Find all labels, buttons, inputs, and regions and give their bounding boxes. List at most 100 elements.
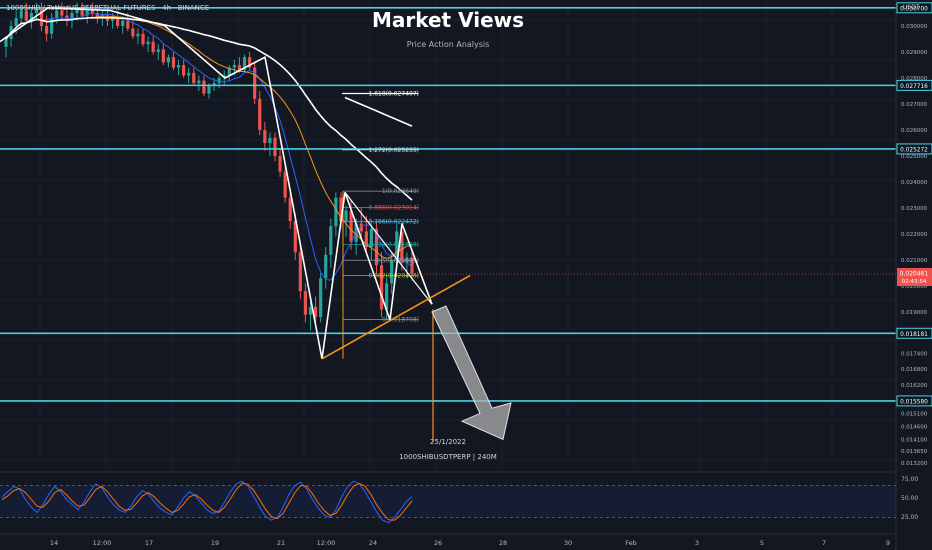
y-tick-label: 0.021000 — [901, 258, 928, 264]
candle-body — [410, 257, 414, 273]
candle-body — [45, 26, 49, 34]
y-tick-label: 0.023000 — [901, 206, 928, 212]
candle-body — [374, 228, 379, 266]
x-tick-label: 12:00 — [93, 539, 112, 547]
candle-body — [248, 57, 252, 68]
candle — [156, 44, 160, 60]
candle — [308, 301, 313, 331]
candle — [227, 65, 231, 81]
candle-body — [126, 20, 130, 29]
level-tag — [896, 395, 932, 407]
x-tick-label: Feb — [625, 539, 637, 547]
candle — [146, 36, 150, 52]
candle — [136, 28, 140, 45]
slow-ma-projection — [344, 96, 413, 127]
candle-body — [288, 197, 292, 221]
candle-body — [171, 57, 176, 68]
fib-label: 1(0.023649) — [382, 188, 419, 195]
candle-body — [55, 10, 59, 19]
y-tick-label: 0.013200 — [901, 461, 928, 467]
candle-body — [146, 41, 150, 45]
candle-body — [121, 20, 125, 26]
level-tag-label: 0.025272 — [900, 147, 928, 153]
y-tick-label: 0.016800 — [901, 367, 928, 373]
candle — [50, 13, 54, 39]
candle-body — [298, 252, 302, 292]
candle — [19, 5, 23, 26]
candle-body — [303, 291, 308, 315]
date-label: 25/1/2022 — [430, 438, 466, 446]
candle-body — [390, 260, 394, 284]
stoch-band — [0, 485, 896, 518]
candle — [248, 52, 252, 71]
candle-body — [14, 18, 18, 26]
candle-body — [364, 231, 368, 247]
candle-body — [182, 65, 186, 76]
candle — [34, 2, 39, 21]
y-tick-label: 0.017400 — [901, 352, 928, 358]
x-tick-label: 7 — [822, 539, 826, 547]
candle-body — [359, 223, 363, 232]
candle-body — [400, 231, 404, 263]
x-tick-label: 14 — [50, 539, 58, 547]
time-axis: 14 12:00 17 19 21 12:00 24 26 28 30 Feb 3 5 7 9 — [0, 533, 896, 547]
fib-label: 0.618(0.021588) — [369, 242, 420, 249]
candle — [258, 91, 262, 136]
candle-body — [329, 226, 333, 255]
candle-body — [395, 231, 399, 260]
unit-label: USDT — [903, 4, 920, 11]
candle-body — [50, 18, 54, 34]
candle-body — [90, 10, 94, 13]
candle-body — [141, 33, 145, 45]
candle-body — [161, 49, 165, 63]
candle — [390, 252, 394, 294]
candle-body — [232, 65, 236, 68]
candle-body — [242, 57, 247, 71]
x-tick-label: 21 — [277, 539, 285, 547]
candle — [334, 192, 338, 237]
level-tag-label: 0.018181 — [900, 332, 928, 338]
y-tick-label: 0.022000 — [901, 232, 928, 238]
candle-body — [116, 18, 120, 26]
stoch-k-line — [1, 480, 413, 524]
y-tick-label: 0.026000 — [901, 128, 928, 134]
candle-body — [263, 130, 267, 143]
candle — [187, 67, 191, 84]
x-tick-label: 24 — [369, 539, 377, 547]
candle — [288, 189, 292, 229]
candle-body — [283, 171, 287, 198]
candle — [176, 59, 181, 76]
candle — [410, 252, 414, 281]
y-tick-label: 0.025000 — [901, 154, 928, 160]
price-axis: 0.030000 0.029000 0.028000 0.027000 0.026000… — [895, 0, 932, 550]
candle-body — [237, 65, 242, 71]
candle-body — [34, 7, 39, 13]
candle-body — [192, 72, 196, 84]
candle-body — [70, 13, 74, 21]
candle — [29, 7, 33, 29]
y-tick-label: 0.019000 — [901, 310, 928, 316]
candle — [283, 163, 287, 203]
candle-body — [319, 278, 323, 318]
candle-body — [39, 7, 44, 27]
candle — [151, 36, 155, 55]
y-tick-label: 0.027000 — [901, 102, 928, 108]
candle-body — [19, 10, 23, 19]
fib-label: 0.886(0.023014) — [369, 205, 420, 212]
candles — [4, 2, 414, 331]
y-tick-label: 0.015100 — [901, 411, 928, 417]
candle-body — [156, 49, 160, 52]
candle — [374, 221, 379, 273]
fib-label: 0.786(0.022472) — [369, 219, 420, 226]
candle — [121, 18, 125, 34]
candle-body — [166, 57, 170, 63]
candle — [400, 226, 404, 271]
x-tick-label: 5 — [760, 539, 764, 547]
stoch-level-label: 75.00 — [901, 476, 918, 483]
candle-body — [176, 65, 181, 68]
candle-body — [278, 156, 282, 172]
candle — [313, 296, 318, 323]
x-tick-label: 3 — [695, 539, 699, 547]
